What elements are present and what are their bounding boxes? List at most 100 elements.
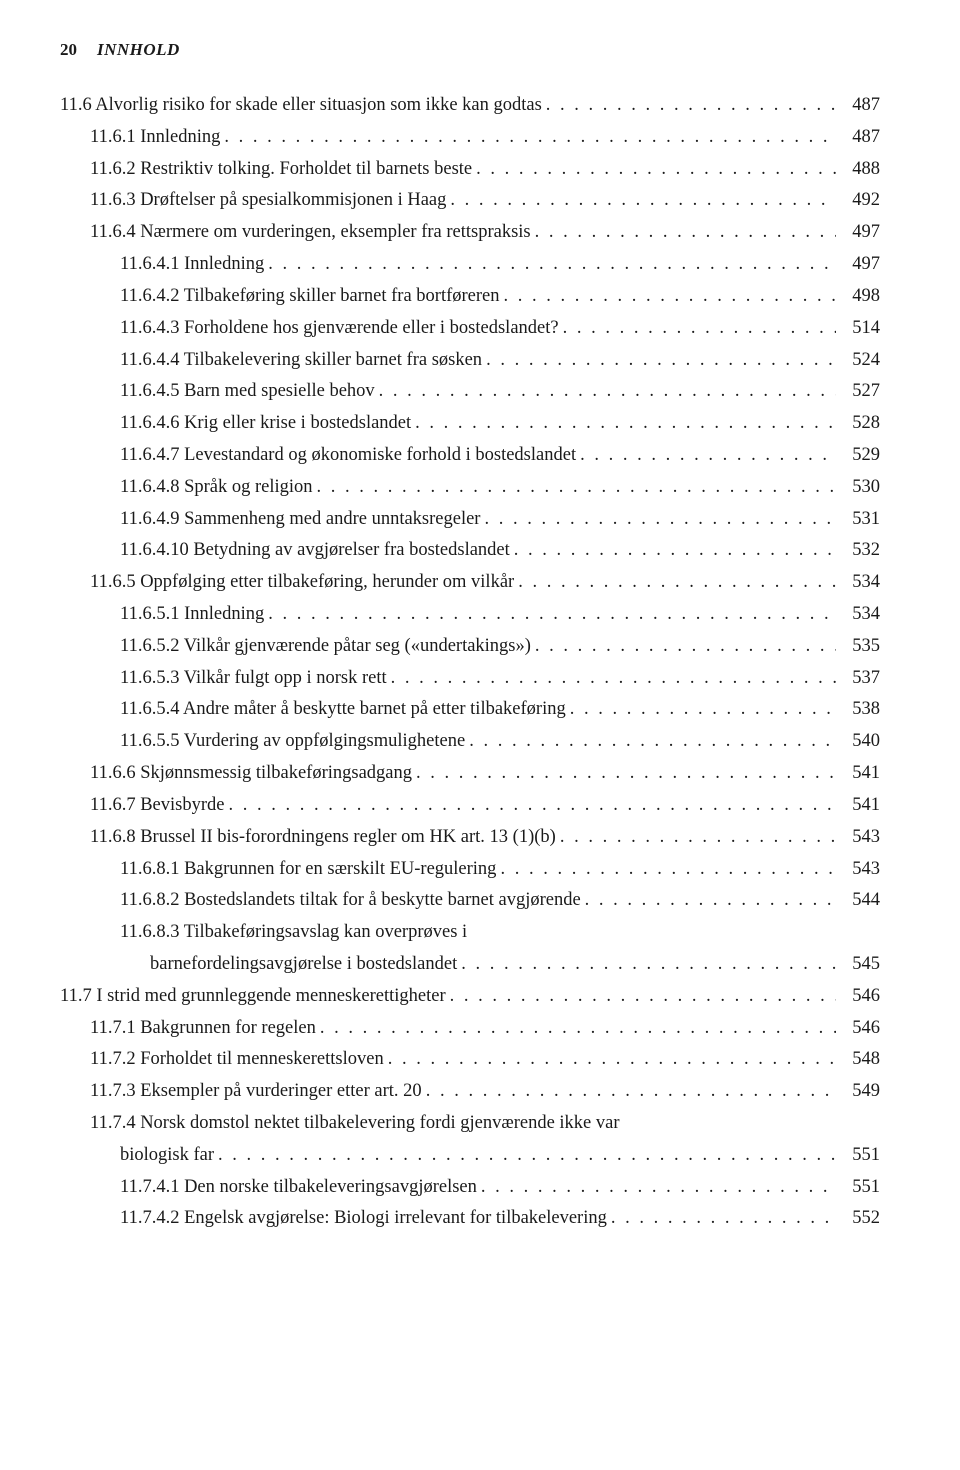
toc-entry: 11.6.4.7 Levestandard og økonomiske forh… <box>60 440 880 472</box>
toc-leader-dots <box>224 122 836 154</box>
toc-entry-label: 11.6.4.9 Sammenheng med andre unntaksreg… <box>120 504 480 536</box>
toc-entry-page: 534 <box>840 567 880 599</box>
toc-entry: 11.6.4.6 Krig eller krise i bostedslande… <box>60 408 880 440</box>
toc-entry-label: 11.6.8.2 Bostedslandets tiltak for å bes… <box>120 885 581 917</box>
toc-entry-page: 540 <box>840 726 880 758</box>
toc-entry-label: 11.6.4.5 Barn med spesielle behov <box>120 376 375 408</box>
toc-entry: 11.6.1 Innledning 487 <box>60 122 880 154</box>
page-number: 20 <box>60 40 77 60</box>
toc-entry: 11.6.7 Bevisbyrde 541 <box>60 790 880 822</box>
toc-entry: 11.6.5.4 Andre måter å beskytte barnet p… <box>60 694 880 726</box>
toc-entry-label: 11.7.4.1 Den norske tilbakeleveringsavgj… <box>120 1172 477 1204</box>
toc-leader-dots <box>218 1140 836 1172</box>
toc-entry: 11.6.5.5 Vurdering av oppfølgingsmulighe… <box>60 726 880 758</box>
toc-leader-dots <box>268 599 836 631</box>
toc-entry-label: 11.6.8.3 Tilbakeføringsavslag kan overpr… <box>120 917 467 949</box>
toc-entry: 11.6.3 Drøftelser på spesialkommisjonen … <box>60 185 880 217</box>
toc-entry-page: 541 <box>840 790 880 822</box>
toc-leader-dots <box>570 694 836 726</box>
toc-entry-page: 529 <box>840 440 880 472</box>
toc-entry: 11.6.8.2 Bostedslandets tiltak for å bes… <box>60 885 880 917</box>
toc-entry: 11.6.6 Skjønnsmessig tilbakeføringsadgan… <box>60 758 880 790</box>
toc-entry-label: 11.6.4.4 Tilbakelevering skiller barnet … <box>120 345 482 377</box>
toc-entry-label: 11.6.4 Nærmere om vurderingen, eksempler… <box>90 217 531 249</box>
toc-entry-page: 530 <box>840 472 880 504</box>
toc-entry-page: 538 <box>840 694 880 726</box>
toc-entry-page: 537 <box>840 663 880 695</box>
toc-entry-page: 488 <box>840 154 880 186</box>
toc-leader-dots <box>560 822 836 854</box>
toc-entry-label: 11.6.4.2 Tilbakeføring skiller barnet fr… <box>120 281 500 313</box>
toc-entry-page: 545 <box>840 949 880 981</box>
toc-entry: 11.6.4 Nærmere om vurderingen, eksempler… <box>60 217 880 249</box>
toc-entry-page: 543 <box>840 854 880 886</box>
toc-entry-page: 497 <box>840 217 880 249</box>
toc-entry: 11.7 I strid med grunnleggende mennesker… <box>60 981 880 1013</box>
toc-entry-page: 535 <box>840 631 880 663</box>
toc-entry-page: 531 <box>840 504 880 536</box>
toc-entry-label: 11.6.4.7 Levestandard og økonomiske forh… <box>120 440 576 472</box>
toc-entry-page: 551 <box>840 1172 880 1204</box>
toc-entry: 11.6.4.4 Tilbakelevering skiller barnet … <box>60 345 880 377</box>
toc-entry-page: 492 <box>840 185 880 217</box>
toc-entry: 11.6.4.5 Barn med spesielle behov 527 <box>60 376 880 408</box>
toc-entry: 11.7.1 Bakgrunnen for regelen546 <box>60 1013 880 1045</box>
toc-entry-page: 548 <box>840 1044 880 1076</box>
toc-leader-dots <box>535 631 836 663</box>
toc-leader-dots <box>450 185 836 217</box>
toc-leader-dots <box>388 1044 836 1076</box>
toc-entry-label: 11.6.5 Oppfølging etter tilbakeføring, h… <box>90 567 514 599</box>
toc-entry: 11.6.8 Brussel II bis-forordningens regl… <box>60 822 880 854</box>
toc-entry-page: 497 <box>840 249 880 281</box>
table-of-contents: 11.6 Alvorlig risiko for skade eller sit… <box>60 90 880 1235</box>
toc-leader-dots <box>484 504 836 536</box>
toc-entry-label: barnefordelingsavgjørelse i bostedslande… <box>150 949 457 981</box>
toc-entry: 11.6.5.2 Vilkår gjenværende påtar seg («… <box>60 631 880 663</box>
toc-entry-label: 11.6.7 Bevisbyrde <box>90 790 224 822</box>
toc-leader-dots <box>461 949 836 981</box>
toc-entry-page: 551 <box>840 1140 880 1172</box>
toc-leader-dots <box>546 90 836 122</box>
toc-entry-label: 11.6.5.1 Innledning <box>120 599 264 631</box>
toc-entry: barnefordelingsavgjørelse i bostedslande… <box>60 949 880 981</box>
toc-entry: 11.6.4.1 Innledning497 <box>60 249 880 281</box>
toc-entry: 11.6.2 Restriktiv tolking. Forholdet til… <box>60 154 880 186</box>
toc-entry-page: 528 <box>840 408 880 440</box>
toc-entry-page: 534 <box>840 599 880 631</box>
toc-leader-dots <box>500 854 836 886</box>
toc-leader-dots <box>481 1172 836 1204</box>
toc-leader-dots <box>320 1013 836 1045</box>
toc-entry: 11.6.5.1 Innledning 534 <box>60 599 880 631</box>
toc-leader-dots <box>450 981 836 1013</box>
toc-leader-dots <box>391 663 836 695</box>
toc-entry-page: 487 <box>840 90 880 122</box>
toc-entry: 11.7.2 Forholdet til menneskerettsloven5… <box>60 1044 880 1076</box>
toc-leader-dots <box>585 885 836 917</box>
toc-entry-label: 11.6.8.1 Bakgrunnen for en særskilt EU-r… <box>120 854 496 886</box>
toc-leader-dots <box>580 440 836 472</box>
toc-entry-page: 487 <box>840 122 880 154</box>
toc-entry-label: 11.6.4.3 Forholdene hos gjenværende elle… <box>120 313 559 345</box>
toc-entry-page: 524 <box>840 345 880 377</box>
toc-entry-label: 11.6.5.2 Vilkår gjenværende påtar seg («… <box>120 631 531 663</box>
toc-entry-label: 11.7.1 Bakgrunnen for regelen <box>90 1013 316 1045</box>
toc-entry-label: 11.6.2 Restriktiv tolking. Forholdet til… <box>90 154 472 186</box>
toc-entry-label: 11.6.1 Innledning <box>90 122 220 154</box>
toc-entry: biologisk far 551 <box>60 1140 880 1172</box>
toc-leader-dots <box>476 154 836 186</box>
toc-leader-dots <box>563 313 836 345</box>
toc-entry-label: 11.6.8 Brussel II bis-forordningens regl… <box>90 822 556 854</box>
toc-entry: 11.6.4.10 Betydning av avgjørelser fra b… <box>60 535 880 567</box>
toc-entry-label: 11.6.4.8 Språk og religion <box>120 472 313 504</box>
toc-entry-page: 527 <box>840 376 880 408</box>
toc-entry-label: 11.6.5.4 Andre måter å beskytte barnet p… <box>120 694 566 726</box>
toc-entry-label: 11.7.3 Eksempler på vurderinger etter ar… <box>90 1076 422 1108</box>
toc-entry-page: 546 <box>840 981 880 1013</box>
toc-leader-dots <box>379 376 836 408</box>
toc-entry-label: 11.6.4.6 Krig eller krise i bostedslande… <box>120 408 411 440</box>
toc-entry-page: 514 <box>840 313 880 345</box>
toc-entry-label: 11.6 Alvorlig risiko for skade eller sit… <box>60 90 542 122</box>
toc-entry-label: 11.7 I strid med grunnleggende mennesker… <box>60 981 446 1013</box>
toc-entry-label: biologisk far <box>120 1140 214 1172</box>
toc-leader-dots <box>518 567 836 599</box>
